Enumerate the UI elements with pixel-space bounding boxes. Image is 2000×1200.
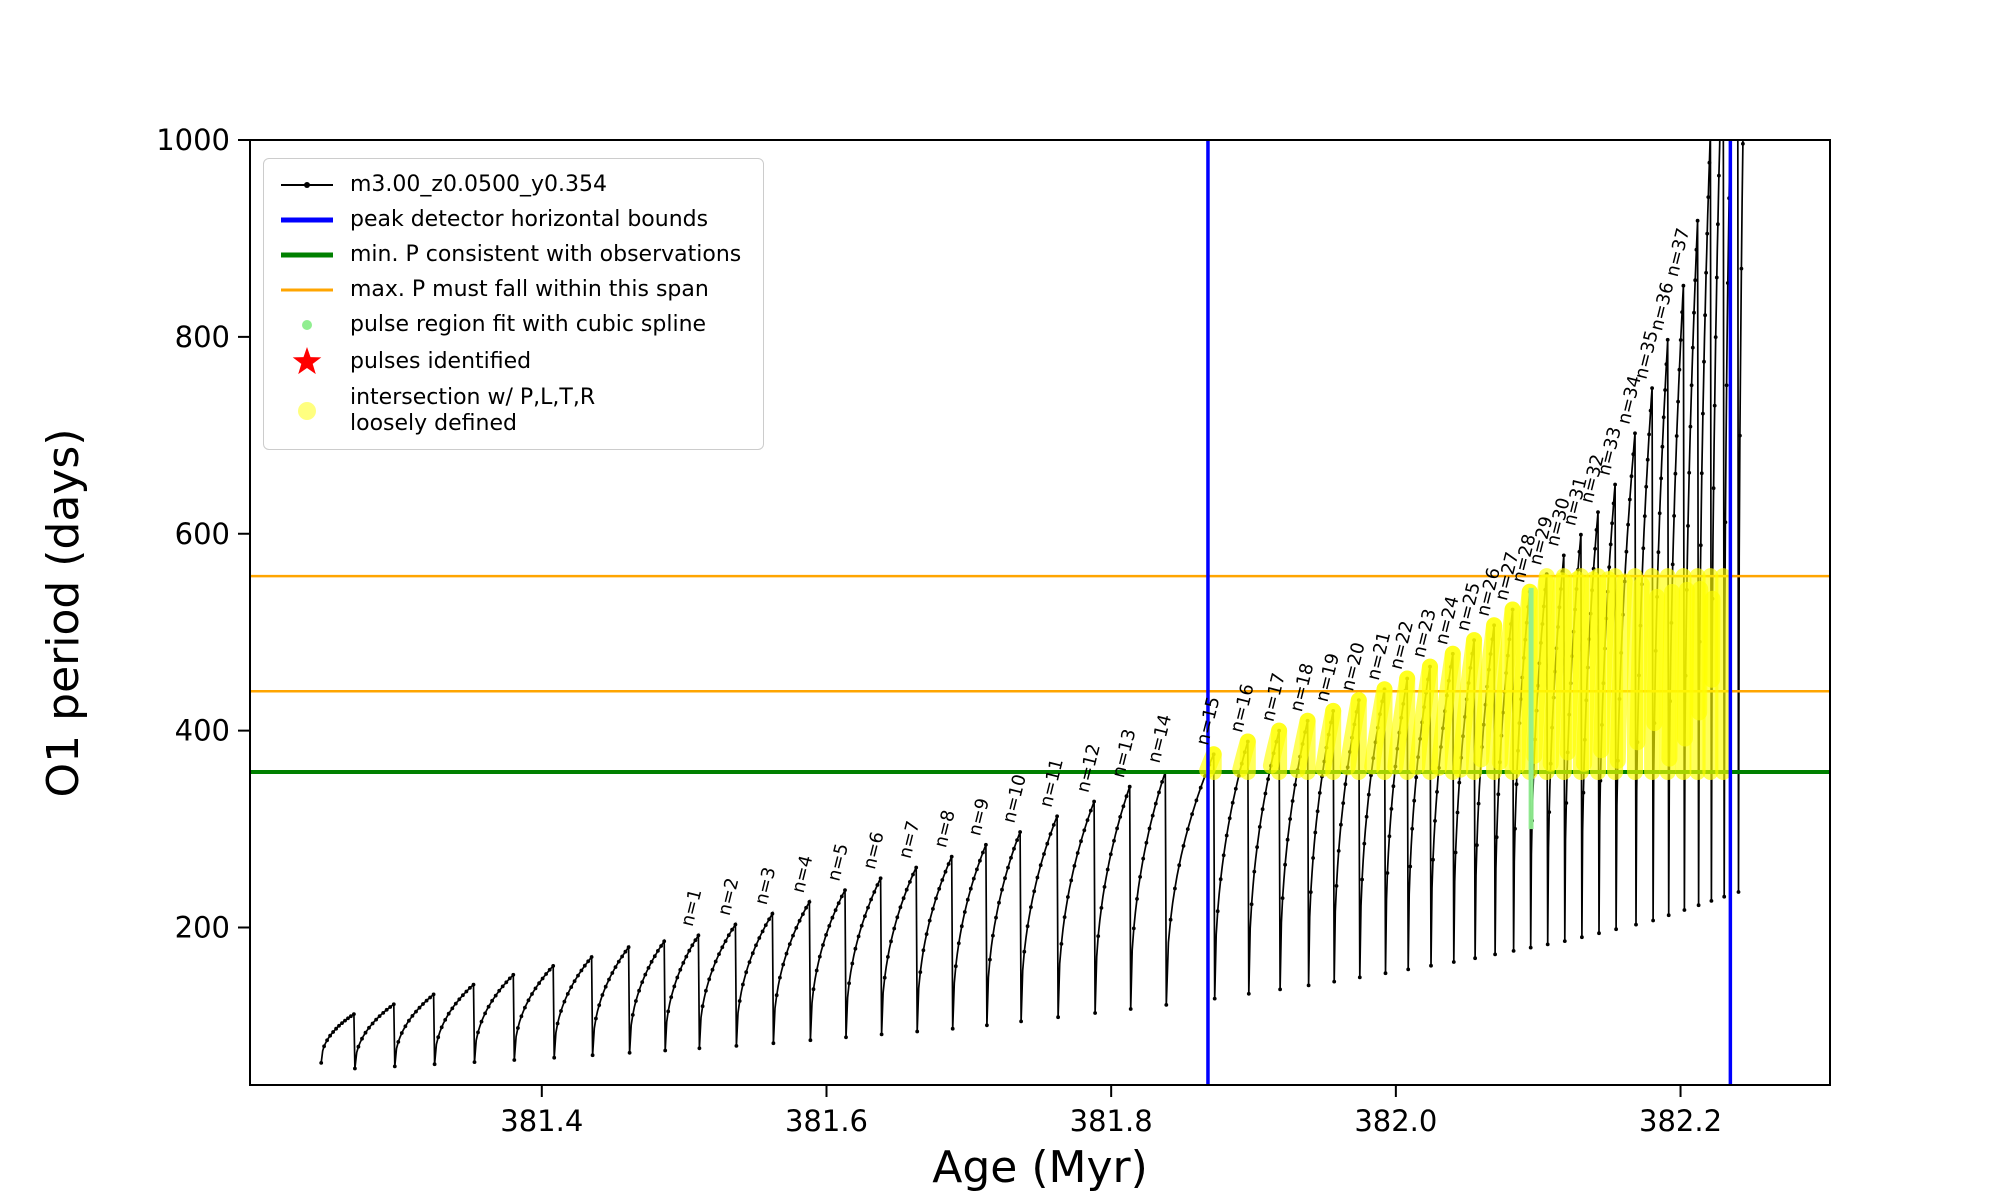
y-tick-label: 200: [175, 911, 230, 945]
legend-label: intersection w/ P,L,T,R loosely defined: [350, 385, 596, 436]
line-thick-icon: [278, 241, 336, 269]
legend-label: max. P must fall within this span: [350, 277, 709, 303]
legend-label: m3.00_z0.0500_y0.354: [350, 172, 607, 198]
legend-label: pulses identified: [350, 349, 532, 375]
legend-item: pulse region fit with cubic spline: [278, 311, 741, 339]
x-tick-label: 382.2: [1639, 1104, 1722, 1138]
plot-frame: [249, 139, 1831, 1086]
legend-label: pulse region fit with cubic spline: [350, 312, 707, 338]
y-axis-label: O1 period (days): [38, 429, 89, 798]
ticks: 381.4 381.6 381.8 382.0 382.2 200 400 600 800 100…: [156, 123, 1722, 1138]
legend-item: intersection w/ P,L,T,R loosely defined: [278, 385, 741, 437]
y-tick-label: 800: [175, 320, 230, 354]
legend-item: m3.00_z0.0500_y0.354: [278, 171, 741, 199]
legend-item: pulses identified: [278, 346, 741, 378]
x-axis-label: Age (Myr): [932, 1142, 1148, 1193]
plot-data: [250, 140, 1830, 1085]
series-markers: [319, 141, 1745, 1071]
y-tick-label: 600: [175, 517, 230, 551]
y-tick-label: 400: [175, 714, 230, 748]
intersection-region: [1199, 568, 1732, 780]
series-curve: [320, 140, 1744, 1069]
legend-label: peak detector horizontal bounds: [350, 207, 709, 233]
legend-item: max. P must fall within this span: [278, 276, 741, 304]
dot-large-icon: [278, 397, 336, 425]
line-dot-icon: [278, 171, 336, 199]
line-thick-icon: [278, 206, 336, 234]
legend-label: min. P consistent with observations: [350, 242, 742, 268]
dot-small-icon: [278, 311, 336, 339]
legend-item: min. P consistent with observations: [278, 241, 741, 269]
x-tick-label: 381.6: [785, 1104, 868, 1138]
legend-item: peak detector horizontal bounds: [278, 206, 741, 234]
star-icon: [278, 346, 336, 378]
x-tick-label: 381.4: [500, 1104, 583, 1138]
x-tick-label: 382.0: [1354, 1104, 1437, 1138]
y-tick-label: 1000: [156, 123, 230, 157]
x-tick-label: 381.8: [1070, 1104, 1153, 1138]
line-icon: [278, 276, 336, 304]
